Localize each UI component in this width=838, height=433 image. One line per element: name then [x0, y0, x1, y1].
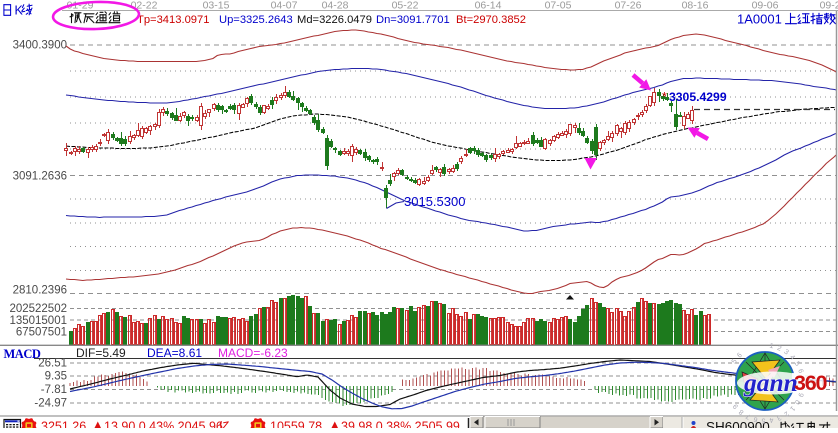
svg-text:202522502: 202522502 [9, 303, 67, 315]
svg-text:5: 5 [761, 416, 765, 423]
svg-text:DEA=8.61: DEA=8.61 [147, 346, 202, 360]
svg-text:DIF=5.49: DIF=5.49 [76, 346, 126, 360]
svg-text:360: 360 [794, 371, 828, 395]
svg-text:08-16: 08-16 [682, 0, 709, 12]
svg-text:09-06: 09-06 [752, 0, 779, 12]
svg-text:06-14: 06-14 [475, 0, 502, 12]
svg-text:1A0001: 1A0001 [737, 12, 782, 27]
svg-text:gann: gann [743, 368, 798, 397]
svg-text:*: * [662, 89, 667, 104]
svg-text:05-22: 05-22 [392, 0, 419, 12]
svg-text:Bt=2970.3852: Bt=2970.3852 [456, 14, 526, 26]
svg-text:3400.3900: 3400.3900 [13, 40, 67, 52]
svg-text:3305.4299: 3305.4299 [669, 90, 727, 104]
svg-text:135015001: 135015001 [9, 315, 67, 327]
svg-text:07-05: 07-05 [545, 0, 572, 12]
svg-text:Md=3226.0479: Md=3226.0479 [297, 14, 372, 26]
svg-text:Dn=3091.7701: Dn=3091.7701 [376, 14, 450, 26]
svg-text:09-27: 09-27 [820, 0, 838, 12]
svg-text:02-22: 02-22 [131, 0, 158, 12]
svg-text:-7.81: -7.81 [41, 384, 67, 396]
svg-text:13.90 0.43% 2045.96: 13.90 0.43% 2045.96 [104, 420, 223, 429]
svg-text:07-26: 07-26 [615, 0, 642, 12]
svg-text:67507501: 67507501 [16, 327, 67, 339]
svg-text:26.51: 26.51 [38, 358, 67, 370]
svg-text:9.35: 9.35 [45, 371, 67, 383]
svg-text:3015.5300: 3015.5300 [404, 194, 465, 209]
svg-text:SH600900: SH600900 [706, 420, 770, 429]
svg-text:3251.26: 3251.26 [41, 420, 86, 429]
svg-text:-24.97: -24.97 [34, 398, 67, 410]
svg-text:39.98 0.38% 2505.99: 39.98 0.38% 2505.99 [341, 420, 460, 429]
svg-text:04-28: 04-28 [322, 0, 349, 12]
svg-text:MACD=-6.23: MACD=-6.23 [218, 346, 288, 360]
svg-text:3091.2636: 3091.2636 [13, 171, 67, 183]
svg-text:04-07: 04-07 [271, 0, 298, 12]
svg-text:2810.2396: 2810.2396 [13, 285, 67, 297]
svg-text:Up=3325.2643: Up=3325.2643 [219, 14, 293, 26]
svg-text:03-15: 03-15 [203, 0, 230, 12]
svg-text:Tp=3413.0971: Tp=3413.0971 [137, 14, 209, 26]
svg-text:10559.78: 10559.78 [270, 420, 322, 429]
